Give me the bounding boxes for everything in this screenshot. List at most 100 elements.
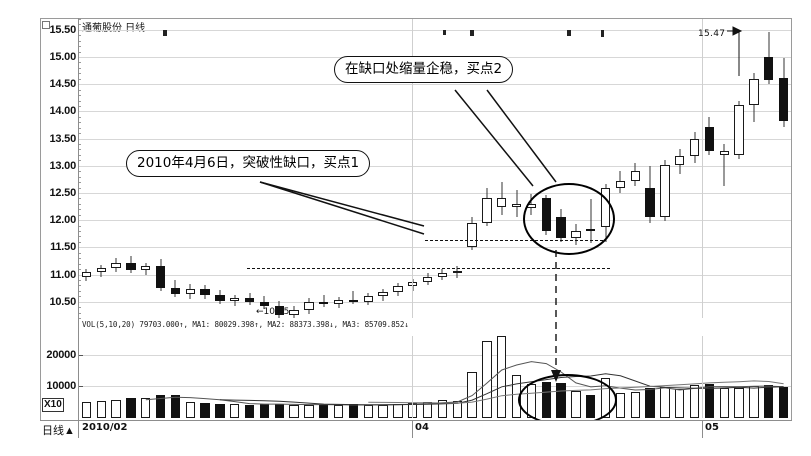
volume-bar (170, 394, 180, 418)
candle-wick (352, 290, 354, 304)
candlestick (348, 19, 358, 318)
price-axis-tick-label: 10.50 (49, 295, 76, 308)
time-separator (412, 19, 413, 318)
time-separator (412, 336, 413, 418)
candle-body (452, 271, 462, 274)
price-axis-minor-tick (79, 187, 81, 189)
price-axis-minor-tick (79, 19, 81, 20)
volume-scale-marker: X10 (42, 398, 64, 412)
candle-body (348, 299, 358, 302)
candle-wick (516, 190, 518, 218)
price-axis-tick-label: 14.50 (49, 78, 76, 91)
volume-bar (141, 397, 151, 418)
candlestick (615, 19, 625, 318)
candlestick (230, 19, 240, 318)
volume-bar (289, 405, 299, 418)
time-separator (702, 19, 703, 318)
candle-body (734, 104, 744, 155)
price-consolidation-ellipse (523, 183, 615, 255)
price-axis-tick-label: 12.00 (49, 214, 76, 227)
axis-gutter-divider (78, 18, 79, 420)
volume-bar (319, 404, 329, 418)
symbol-title: 通葡股份 日线 (82, 23, 146, 34)
volume-gridline (79, 354, 791, 356)
candle-body (393, 286, 403, 292)
top-marker-2 (443, 30, 446, 35)
price-axis-minor-tick (79, 269, 81, 271)
candlestick (185, 19, 195, 318)
volume-bar (778, 387, 789, 418)
top-marker-3 (470, 30, 474, 36)
price-axis-minor-tick (79, 35, 81, 37)
price-axis-minor-tick (79, 176, 81, 178)
time-axis-label-2: 05 (705, 422, 719, 433)
annotation-text: 2010年4月6日，突破性缺口，买点1 (137, 155, 360, 171)
price-gridline (79, 111, 791, 113)
price-axis-tick-label: 13.50 (49, 132, 76, 145)
candle-body (274, 306, 284, 315)
volume-bar (126, 398, 136, 418)
price-axis-minor-tick (79, 149, 81, 151)
volume-axis-tick (79, 354, 83, 356)
candlestick (333, 19, 344, 318)
candle-body (704, 126, 714, 151)
candle-body (660, 164, 670, 218)
volume-indicator-readout: VOL(5,10,20) 79703.000↑, MA1: 80029.398↑… (82, 320, 409, 329)
volume-bar (111, 400, 121, 418)
candle-body (719, 150, 729, 155)
low-price-tag: ←10.05 (256, 307, 290, 317)
candlestick (422, 19, 433, 318)
candle-body (244, 297, 255, 302)
candlestick (215, 19, 225, 318)
candlestick (704, 19, 714, 318)
volume-bar (304, 405, 314, 418)
volume-shrink-ellipse (518, 374, 617, 426)
annotation-buy-point-1[interactable]: 2010年4月6日，突破性缺口，买点1 (126, 150, 371, 177)
price-axis-minor-tick (79, 258, 81, 260)
candle-body (141, 265, 151, 271)
candle-wick (723, 144, 725, 187)
volume-bar (363, 405, 373, 418)
annotation-buy-point-2[interactable]: 在缺口处缩量企稳，买点2 (334, 56, 514, 83)
price-axis-tick-label: 15.00 (49, 51, 76, 64)
volume-bar (689, 385, 700, 418)
candlestick (511, 19, 522, 318)
candle-body (482, 198, 492, 223)
volume-ma-line-10 (219, 373, 784, 406)
volume-chart-pane[interactable] (79, 336, 791, 418)
price-axis-minor-tick (79, 231, 81, 233)
price-axis-minor-tick (79, 318, 81, 319)
volume-bar (645, 388, 655, 418)
price-axis-minor-tick (79, 182, 81, 184)
candlestick (660, 19, 670, 318)
price-axis-minor-tick (79, 105, 81, 107)
price-axis-minor-tick (79, 236, 81, 238)
price-axis-minor-tick (79, 296, 81, 298)
volume-bar (96, 400, 106, 418)
price-gridline (79, 165, 791, 167)
volume-bar (333, 405, 344, 418)
candlestick (170, 19, 180, 318)
candle-body (170, 287, 180, 295)
candle-body (215, 295, 225, 301)
candle-wick (323, 295, 325, 308)
candlestick (363, 19, 373, 318)
price-gridline (79, 84, 791, 86)
volume-bar (764, 384, 774, 418)
footer-divider-3 (702, 420, 703, 438)
price-axis-minor-tick (79, 122, 81, 124)
price-axis-minor-tick (79, 312, 81, 314)
price-axis-minor-tick (79, 89, 81, 91)
candle-body (778, 77, 789, 122)
price-axis-minor-tick (79, 252, 81, 254)
candle-body (185, 288, 195, 295)
volume-ma-line-20 (368, 380, 784, 404)
candlestick (689, 19, 700, 318)
period-mode-label[interactable]: 日线▲ (42, 425, 75, 437)
price-axis-minor-tick (79, 154, 81, 156)
candlestick (764, 19, 774, 318)
high-price-tag: 15.47 (698, 29, 726, 39)
candlestick (541, 19, 551, 318)
candlestick (630, 19, 640, 318)
